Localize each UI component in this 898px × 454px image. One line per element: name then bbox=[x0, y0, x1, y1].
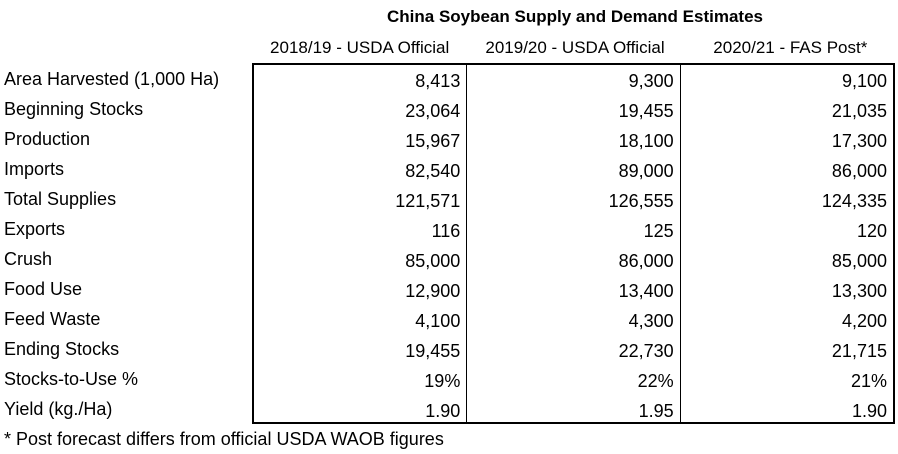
table-cell: 8,413 bbox=[415, 71, 461, 91]
table-cell: 15,967 bbox=[405, 131, 461, 151]
column-header-2020-21: 2020/21 - FAS Post* bbox=[713, 38, 868, 57]
table-cell: 85,000 bbox=[405, 251, 461, 271]
row-label-crush: Crush bbox=[4, 249, 53, 269]
table-cell: 1.90 bbox=[851, 401, 887, 421]
table-cell: 19% bbox=[424, 371, 461, 391]
table-cell: 89,000 bbox=[618, 161, 674, 181]
row-label-yield: Yield (kg./Ha) bbox=[4, 399, 113, 419]
table-cell: 13,400 bbox=[618, 281, 674, 301]
table-cell: 116 bbox=[431, 221, 461, 241]
table-cell: 121,571 bbox=[395, 191, 461, 211]
row-label-total-supplies: Total Supplies bbox=[4, 189, 117, 209]
column-headers: 2018/19 - USDA Official 2019/20 - USDA O… bbox=[252, 36, 898, 60]
table-cell: 18,100 bbox=[618, 131, 674, 151]
table-cell: 86,000 bbox=[618, 251, 674, 271]
row-label-food-use: Food Use bbox=[4, 279, 83, 299]
table-cell: 22% bbox=[637, 371, 674, 391]
row-label-ending-stocks: Ending Stocks bbox=[4, 339, 120, 359]
data-table: 8,413 23,064 15,967 82,540 121,571 116 8… bbox=[252, 63, 895, 424]
footnote: * Post forecast differs from official US… bbox=[4, 429, 444, 449]
column-header-2018-19: 2018/19 - USDA Official bbox=[270, 38, 450, 57]
table-cell: 124,335 bbox=[821, 191, 887, 211]
table-cell: 120 bbox=[856, 221, 887, 241]
table-cell: 21,715 bbox=[831, 341, 887, 361]
row-label-feed-waste: Feed Waste bbox=[4, 309, 101, 329]
row-label-production: Production bbox=[4, 129, 91, 149]
column-2018-19: 8,413 23,064 15,967 82,540 121,571 116 8… bbox=[254, 65, 468, 422]
table-cell: 23,064 bbox=[405, 101, 461, 121]
table-cell: 86,000 bbox=[831, 161, 887, 181]
column-header-2019-20: 2019/20 - USDA Official bbox=[485, 38, 665, 57]
row-label-imports: Imports bbox=[4, 159, 65, 179]
column-2019-20: 9,300 19,455 18,100 89,000 126,555 125 8… bbox=[467, 65, 681, 422]
row-label-area-harvested: Area Harvested (1,000 Ha) bbox=[4, 69, 220, 89]
table-cell: 19,455 bbox=[405, 341, 461, 361]
table-cell: 19,455 bbox=[618, 101, 674, 121]
column-2020-21: 9,100 21,035 17,300 86,000 124,335 120 8… bbox=[681, 65, 893, 422]
row-labels: Area Harvested (1,000 Ha) Beginning Stoc… bbox=[4, 64, 252, 424]
table-title: China Soybean Supply and Demand Estimate… bbox=[387, 7, 763, 26]
row-label-exports: Exports bbox=[4, 219, 66, 239]
table-cell: 21% bbox=[850, 371, 887, 391]
row-label-beginning-stocks: Beginning Stocks bbox=[4, 99, 144, 119]
row-label-stocks-to-use: Stocks-to-Use % bbox=[4, 369, 139, 389]
table-cell: 17,300 bbox=[831, 131, 887, 151]
table-cell: 4,300 bbox=[628, 311, 674, 331]
table-cell: 1.95 bbox=[638, 401, 674, 421]
table-cell: 82,540 bbox=[405, 161, 461, 181]
table-cell: 4,200 bbox=[841, 311, 887, 331]
table-cell: 12,900 bbox=[405, 281, 461, 301]
table-cell: 1.90 bbox=[425, 401, 461, 421]
table-cell: 9,300 bbox=[628, 71, 674, 91]
table-cell: 22,730 bbox=[618, 341, 674, 361]
table-cell: 125 bbox=[643, 221, 674, 241]
table-cell: 4,100 bbox=[415, 311, 461, 331]
table-cell: 9,100 bbox=[841, 71, 887, 91]
table-cell: 85,000 bbox=[831, 251, 887, 271]
table-cell: 21,035 bbox=[831, 101, 887, 121]
table-cell: 13,300 bbox=[831, 281, 887, 301]
table-cell: 126,555 bbox=[608, 191, 674, 211]
